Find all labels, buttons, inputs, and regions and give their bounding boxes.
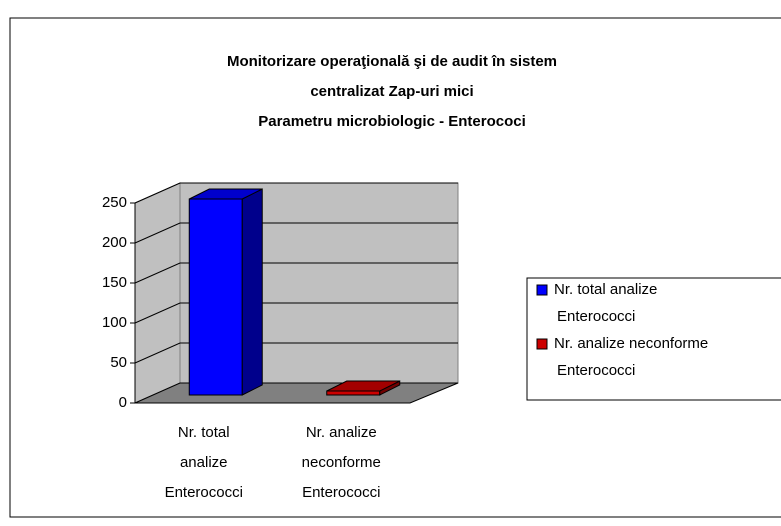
y-tick-label: 150 — [102, 274, 127, 291]
bar-top — [189, 188, 263, 200]
floor — [134, 382, 459, 404]
y-tick-label: 0 — [119, 394, 127, 411]
bar-side — [241, 188, 263, 396]
bar-front — [188, 198, 243, 396]
y-tick-label: 200 — [102, 234, 127, 251]
y-tick-label: 100 — [102, 314, 127, 331]
bar — [188, 188, 263, 396]
legend-label: Nr. analize neconforme Enterococci — [554, 335, 708, 379]
chart-title: Monitorizare operaţională şi de audit în… — [227, 53, 557, 70]
x-tick-label: Nr. total analize Enterococci — [165, 424, 243, 501]
legend-swatch — [536, 284, 548, 296]
y-tick-label: 250 — [102, 194, 127, 211]
legend-label: Nr. total analize Enterococci — [554, 281, 657, 325]
side-wall — [134, 182, 181, 404]
grid-line — [134, 262, 458, 284]
grid-line — [134, 182, 458, 204]
legend — [526, 277, 781, 401]
grid-line — [134, 222, 458, 244]
bar-top — [326, 380, 400, 392]
y-tick-label: 50 — [110, 354, 127, 371]
bar-front — [326, 390, 381, 396]
grid-line — [134, 302, 458, 324]
x-tick-label: Nr. analize neconforme Enterococci — [302, 424, 381, 501]
legend-swatch — [536, 338, 548, 350]
bar — [326, 380, 401, 396]
grid-line — [134, 342, 458, 364]
chart-title: centralizat Zap-uri mici — [310, 83, 473, 100]
chart-title: Parametru microbiologic - Enterococi — [258, 113, 526, 130]
